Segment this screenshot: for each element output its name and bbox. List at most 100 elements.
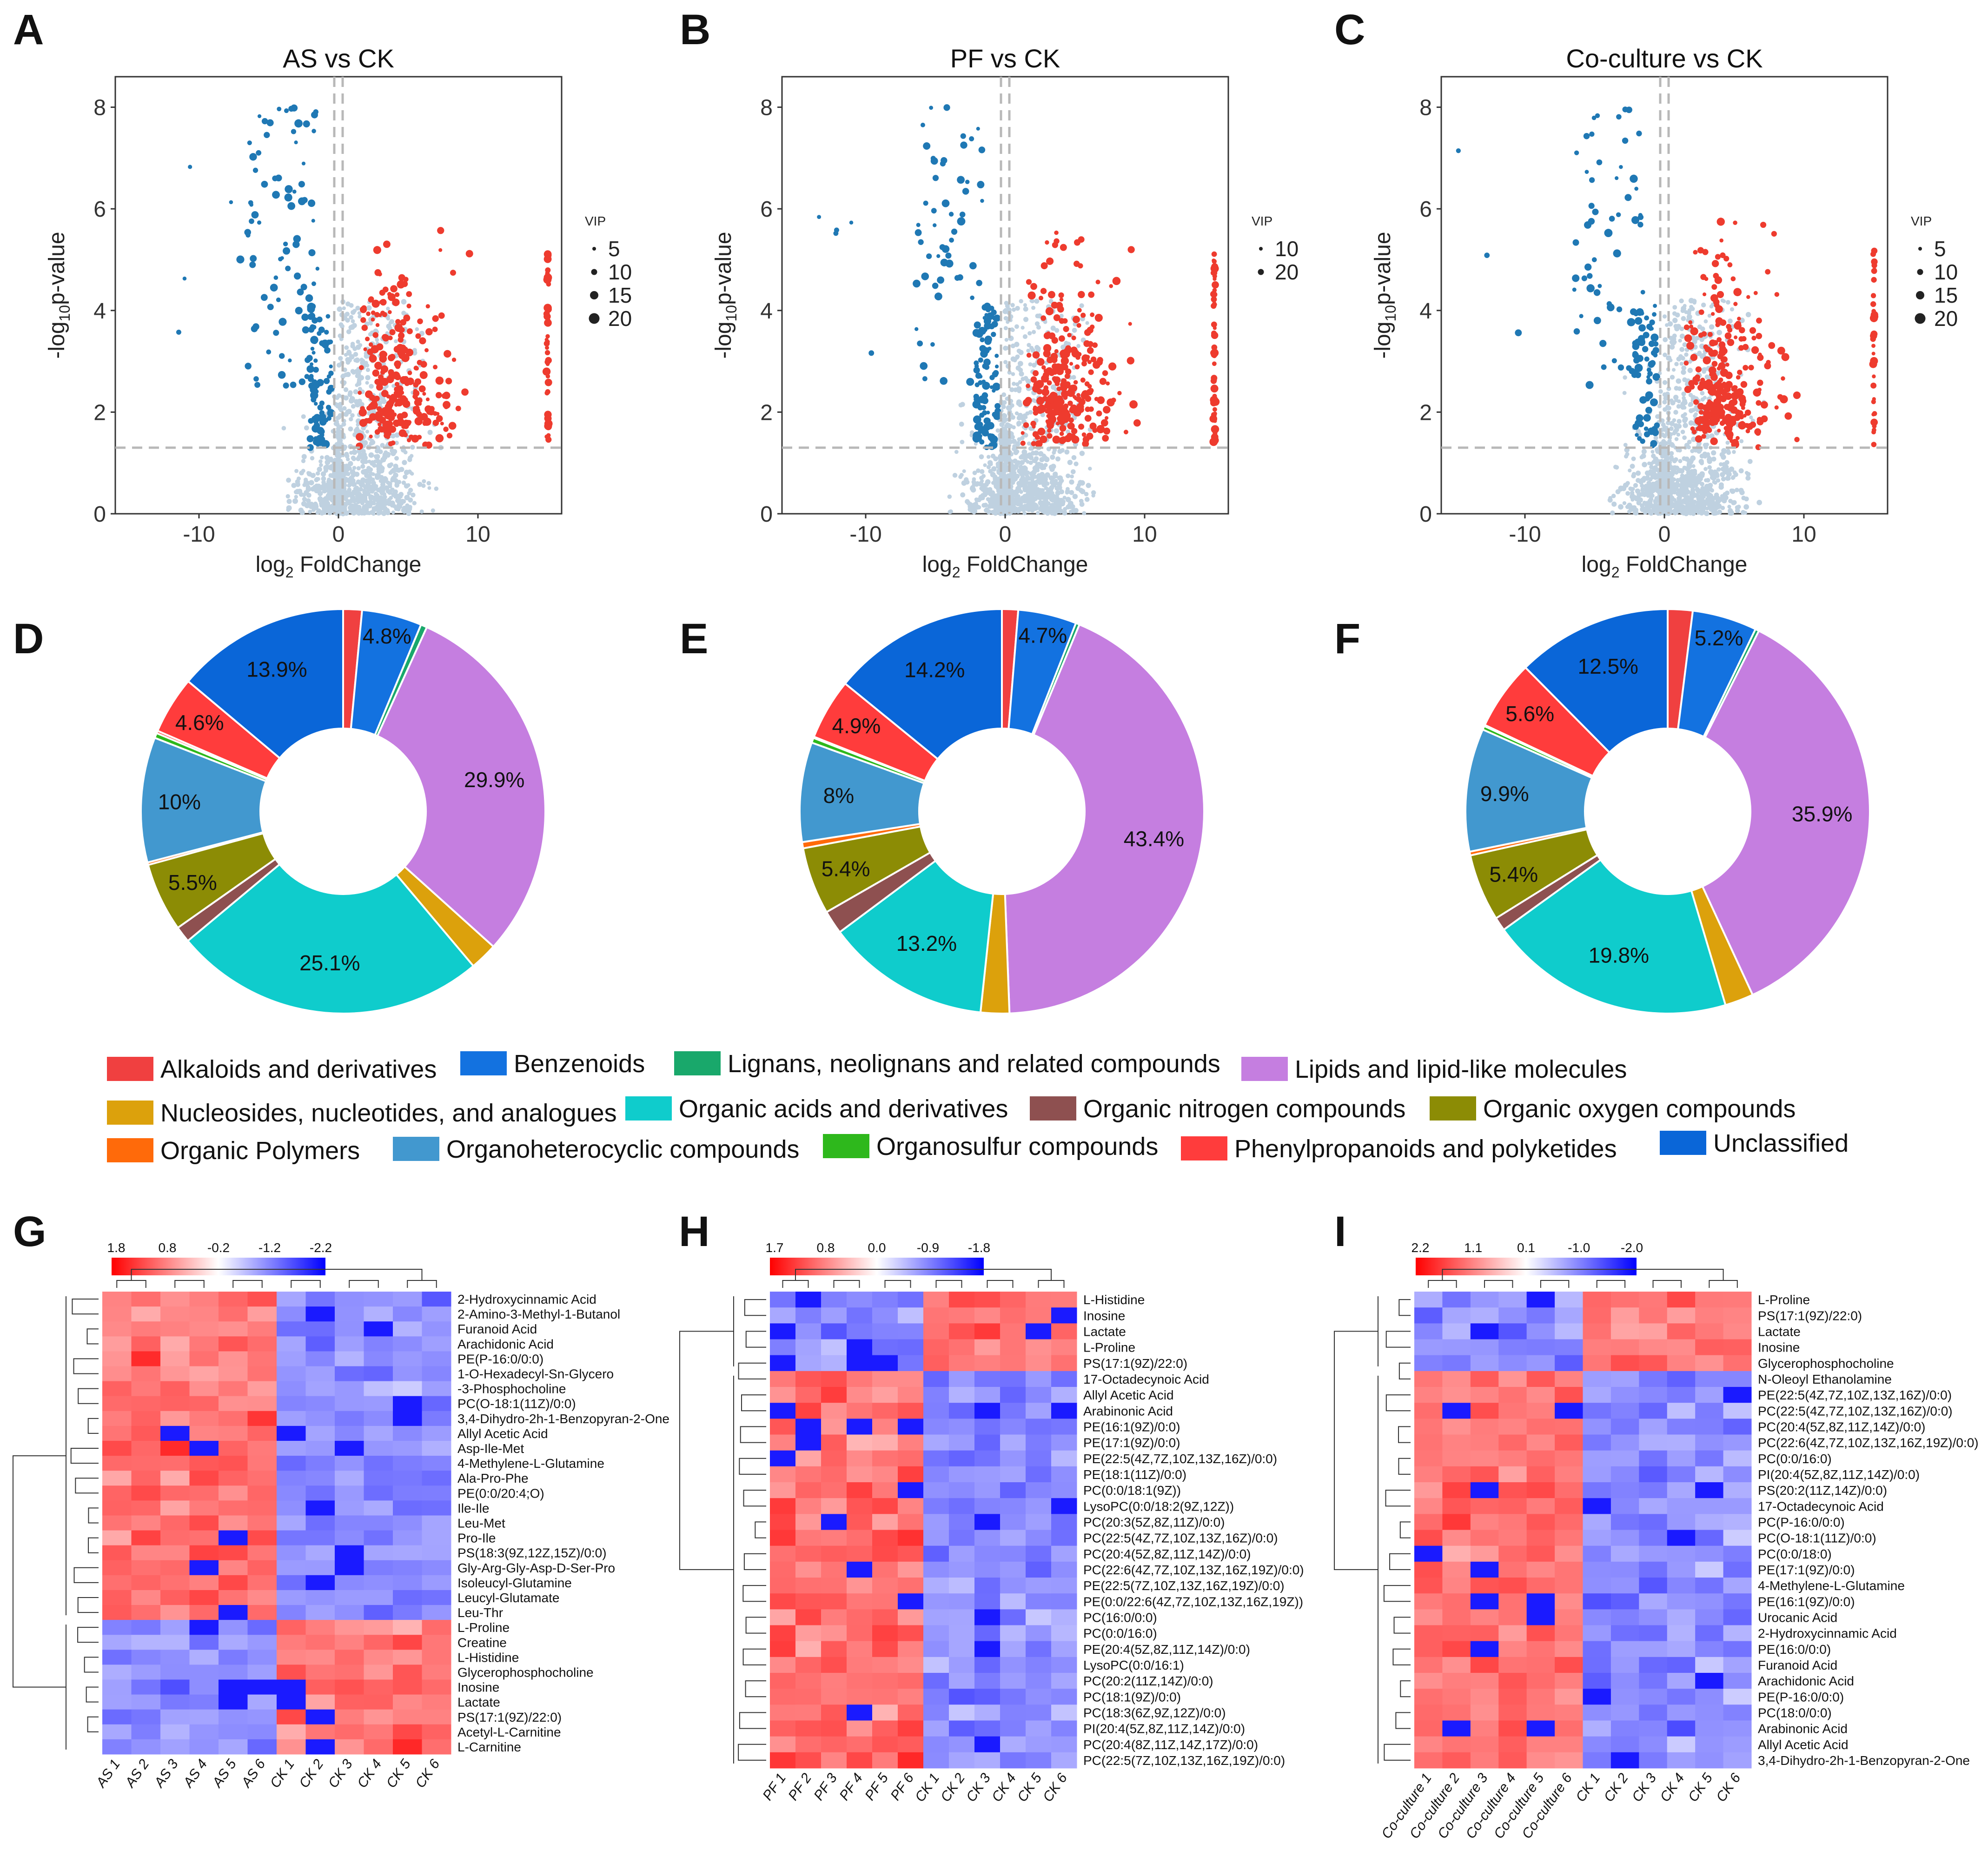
point-down (283, 382, 289, 389)
point-down (994, 353, 999, 358)
point-up (366, 418, 373, 424)
point-up (1045, 307, 1054, 316)
point-ns (369, 384, 374, 389)
point-ns (1666, 420, 1671, 425)
point-up (1696, 378, 1700, 382)
point-up (1701, 331, 1707, 337)
point-ns (1020, 460, 1025, 465)
point-ns (1642, 462, 1647, 468)
point-ns (1707, 313, 1712, 318)
point-ns (318, 491, 323, 497)
donut-percent-label: 43.4% (1124, 827, 1184, 851)
point-up (1056, 386, 1061, 391)
point-up (1748, 365, 1754, 371)
point-ns (1675, 312, 1680, 318)
point-ns (1070, 474, 1074, 479)
point-ns (1687, 367, 1693, 373)
point-up (413, 382, 419, 388)
point-down (1654, 422, 1660, 429)
point-ns (1032, 363, 1037, 368)
point-ns (352, 465, 357, 470)
point-down (257, 114, 262, 119)
point-up (432, 419, 439, 426)
point-down (1649, 360, 1656, 366)
point-up (1096, 425, 1105, 433)
point-down (948, 212, 954, 217)
point-ns (1679, 333, 1685, 339)
point-ns (1010, 356, 1016, 362)
point-up (1096, 410, 1102, 417)
point-ns (1016, 494, 1021, 498)
point-ns (1622, 501, 1627, 505)
point-ns (965, 479, 970, 485)
point-ns (340, 488, 345, 493)
point-up (1032, 370, 1039, 377)
point-up (1073, 380, 1078, 385)
point-ns (1650, 504, 1654, 508)
point-ns (1677, 488, 1682, 493)
point-down (987, 433, 993, 438)
point-up (398, 332, 405, 339)
point-ns (322, 500, 327, 505)
point-ns (317, 466, 322, 472)
point-ns (1004, 439, 1009, 444)
point-ns (347, 392, 352, 398)
point-up (1094, 397, 1099, 401)
point-up (1067, 422, 1075, 430)
point-up (1744, 409, 1751, 416)
point-ns (365, 381, 369, 385)
point-up (412, 394, 418, 399)
point-up (1711, 284, 1717, 290)
point-ns (1710, 500, 1716, 506)
point-up (544, 423, 552, 431)
point-up (411, 435, 419, 443)
point-ns (338, 406, 343, 411)
volcano-title: PF vs CK (950, 44, 1060, 73)
point-down (1616, 114, 1622, 120)
point-ns (1088, 466, 1092, 471)
point-up (1059, 424, 1067, 432)
point-ns (1703, 319, 1708, 324)
point-ns (1031, 330, 1036, 334)
point-up (374, 362, 382, 370)
point-up (380, 311, 385, 316)
point-ns (1739, 439, 1744, 444)
point-ns (1078, 488, 1084, 493)
point-up (1705, 379, 1713, 387)
point-ns (1023, 303, 1027, 307)
point-ns (298, 507, 304, 513)
point-ns (1001, 413, 1007, 418)
point-up (1733, 288, 1742, 297)
point-up (1711, 361, 1718, 367)
point-down (253, 376, 259, 382)
point-up (1077, 308, 1082, 313)
point-up (425, 304, 430, 309)
point-ns (281, 426, 286, 431)
point-ns (358, 343, 363, 347)
point-up (1683, 324, 1690, 331)
point-down (308, 199, 316, 207)
point-ns (1646, 493, 1650, 498)
point-ns (1631, 473, 1636, 478)
point-down (977, 181, 985, 189)
point-ns (294, 495, 298, 499)
point-ns (1630, 491, 1635, 495)
point-up (1128, 322, 1132, 326)
point-up (1027, 291, 1036, 300)
point-ns (1733, 472, 1738, 477)
point-down (849, 220, 854, 225)
point-up (1717, 429, 1721, 433)
point-up (1711, 260, 1719, 267)
point-down (941, 199, 950, 207)
point-up (433, 365, 438, 370)
point-ns (1006, 504, 1011, 509)
point-up (1774, 292, 1780, 297)
point-down (261, 118, 268, 125)
vip-legend-label: 20 (608, 306, 632, 331)
point-ns (1002, 400, 1007, 405)
point-up (1696, 421, 1701, 426)
point-up (381, 390, 389, 398)
point-up (1731, 385, 1737, 392)
point-up (1756, 400, 1762, 406)
point-down (922, 376, 928, 382)
